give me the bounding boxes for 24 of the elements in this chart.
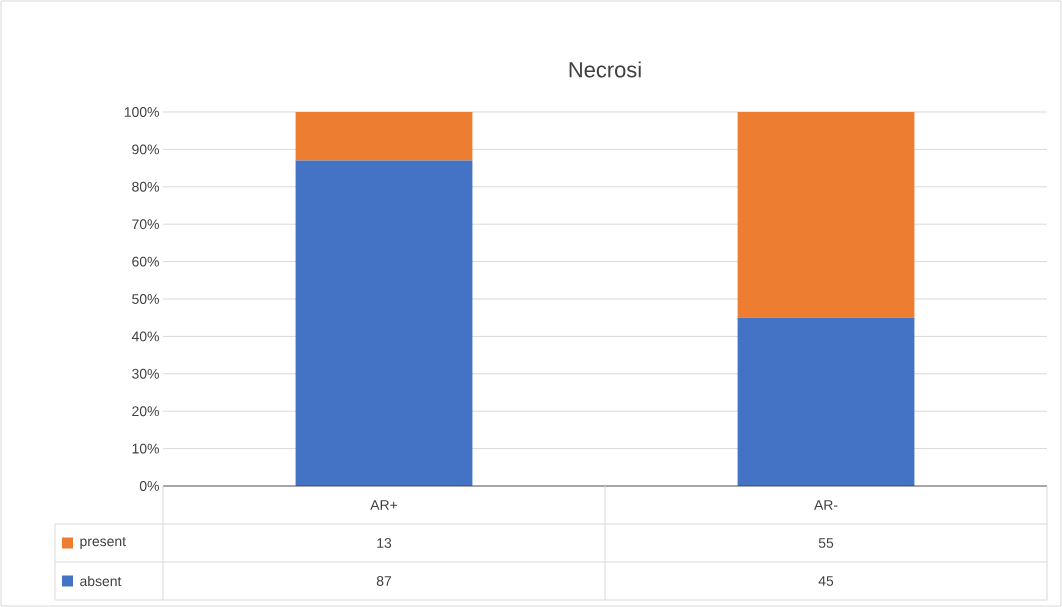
data-label: 55 xyxy=(818,538,834,548)
chart-title: Necrosi xyxy=(569,61,641,78)
legend-label: present xyxy=(80,537,126,549)
y-tick-label: 90% xyxy=(132,144,159,155)
y-tick-label: 50% xyxy=(132,294,159,304)
y-tick-label: 100% xyxy=(124,107,159,117)
y-tick-label: 20% xyxy=(132,406,159,417)
bar xyxy=(737,317,915,486)
data-label: 87 xyxy=(376,576,392,586)
y-tick-label: 0% xyxy=(139,481,159,491)
legend-label: absent xyxy=(80,575,122,587)
x-tick-label: AR+ xyxy=(370,500,398,510)
y-tick-label: 60% xyxy=(132,256,159,267)
x-tick-label: AR- xyxy=(814,500,838,510)
y-tick-label: 80% xyxy=(132,181,159,192)
y-tick-label: 10% xyxy=(132,443,159,454)
bar xyxy=(295,112,473,161)
data-label: 13 xyxy=(377,538,392,548)
bar xyxy=(737,112,915,318)
bar xyxy=(295,160,473,486)
data-label: 45 xyxy=(818,576,834,586)
y-tick-label: 70% xyxy=(132,219,159,230)
y-tick-label: 40% xyxy=(131,331,159,342)
y-tick-label: 30% xyxy=(132,368,159,379)
